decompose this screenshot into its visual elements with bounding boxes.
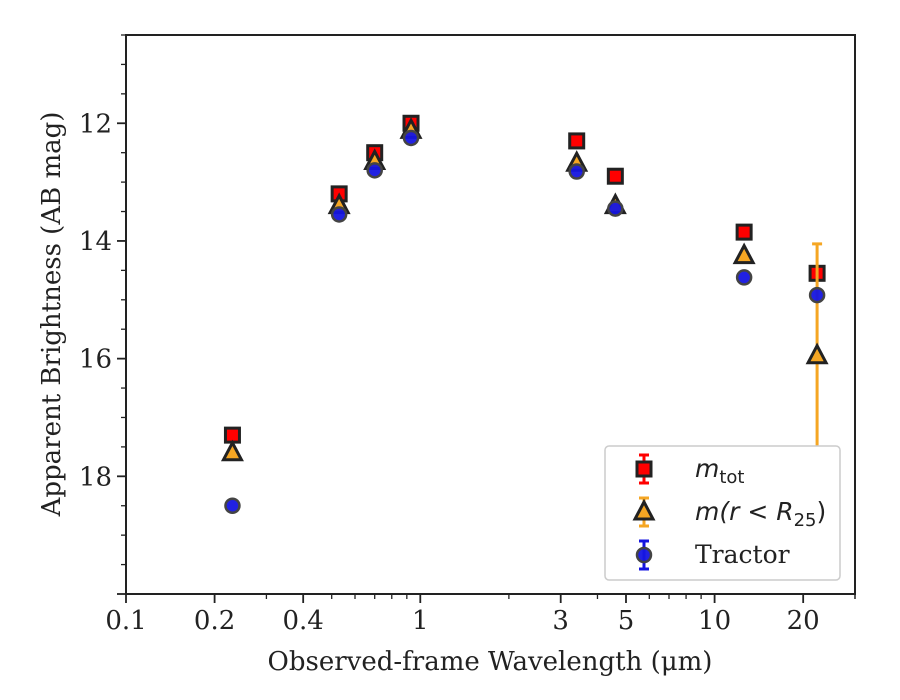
data-points xyxy=(220,114,829,514)
x-tick-label: 3 xyxy=(552,606,569,636)
x-tick-label: 20 xyxy=(787,606,820,636)
legend-box xyxy=(604,445,841,581)
legend: mtot m(r < R25) Tractor xyxy=(604,445,841,581)
x-axis-ticks: 0.1 0.2 0.4 1 3 5 10 20 xyxy=(105,594,856,636)
data-point xyxy=(606,167,624,185)
legend-marker xyxy=(632,498,656,521)
data-point xyxy=(732,242,756,265)
y-axis-ticks: 12 14 16 18 xyxy=(79,34,126,595)
x-tick-label: 0.4 xyxy=(283,606,324,636)
data-point xyxy=(330,206,348,223)
legend-item: mtot xyxy=(635,453,745,488)
legend-label: mtot xyxy=(695,454,745,488)
legend-marker xyxy=(635,460,653,478)
y-axis-label: Apparent Brightness (AB mag) xyxy=(37,112,67,518)
legend-item: m(r < R25) xyxy=(632,496,826,531)
y-tick-label: 18 xyxy=(79,462,112,492)
data-point xyxy=(568,163,585,180)
x-tick-label: 0.1 xyxy=(105,606,146,636)
series-circle xyxy=(224,129,826,514)
legend-marker xyxy=(635,546,653,564)
legend-item: Tractor xyxy=(635,539,790,571)
x-tick-label: 1 xyxy=(412,606,429,636)
y-tick-label: 16 xyxy=(79,345,112,375)
data-point xyxy=(607,200,624,217)
legend-label: Tractor xyxy=(695,540,790,569)
data-point xyxy=(568,132,586,150)
data-point xyxy=(220,439,244,462)
data-point xyxy=(735,223,753,241)
data-point xyxy=(366,162,383,179)
data-point xyxy=(735,269,753,286)
data-point xyxy=(805,342,829,365)
data-point xyxy=(402,129,420,147)
x-axis-label: Observed-frame Wavelength (μm) xyxy=(268,647,713,677)
data-point xyxy=(224,497,241,514)
x-tick-label: 5 xyxy=(618,606,635,636)
y-tick-label: 14 xyxy=(79,227,112,257)
x-tick-label: 0.2 xyxy=(194,606,235,636)
data-point xyxy=(808,286,826,304)
x-tick-label: 10 xyxy=(698,606,731,636)
legend-label: m(r < R25) xyxy=(695,497,826,531)
y-tick-label: 12 xyxy=(79,109,112,139)
